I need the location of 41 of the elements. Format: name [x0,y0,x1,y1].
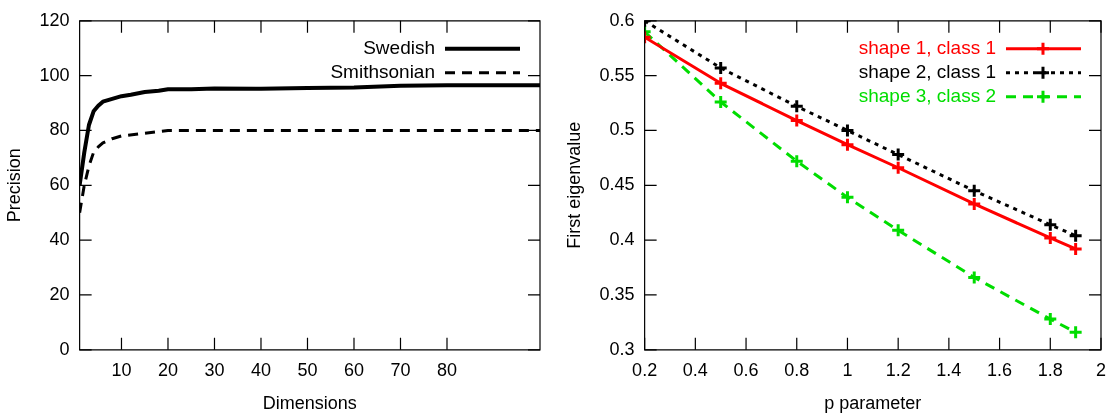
x-tick-label: 10 [111,359,132,380]
x-tick-label: 80 [436,359,458,380]
x-tick-label: 1 [842,359,853,380]
x-tick-label: 70 [390,359,411,380]
x-axis-title: Dimensions [262,393,357,414]
x-axis-title: p parameter [824,393,922,414]
y-tick-label: 60 [49,174,70,195]
x-tick-label: 0.6 [733,359,759,380]
x-tick-label: 30 [204,359,225,380]
x-tick-label: 0.4 [682,359,708,380]
y-axis-title: First eigenvalue [563,121,584,249]
x-tick-label: 60 [343,359,365,380]
y-tick-label: 0 [59,338,70,359]
legend-label: shape 2, class 1 [858,61,996,83]
legend-label: Swedish [363,37,435,59]
y-tick-label: 0.3 [609,338,635,359]
x-tick-label: 1.6 [987,359,1013,380]
y-tick-label: 0.45 [599,174,635,195]
x-tick-label: 1.8 [1037,359,1063,380]
legend-label: Smithsonian [330,61,435,83]
x-tick-label: 2 [1095,359,1106,380]
x-tick-label: 40 [250,359,271,380]
y-tick-label: 80 [49,119,70,140]
legend-label: shape 3, class 2 [858,85,996,107]
y-tick-label: 100 [39,64,70,85]
x-tick-label: 20 [157,359,178,380]
y-tick-label: 0.55 [599,64,635,85]
y-tick-label: 0.6 [609,9,635,30]
y-tick-label: 120 [39,9,70,30]
x-tick-label: 0.8 [784,359,810,380]
y-tick-label: 0.4 [609,229,635,250]
y-tick-label: 40 [49,229,70,250]
legend-label: shape 1, class 1 [858,37,996,59]
y-axis-title: Precision [3,148,24,223]
y-tick-label: 0.5 [609,119,635,140]
x-tick-label: 50 [297,359,318,380]
x-tick-label: 1.2 [885,359,911,380]
x-tick-label: 0.2 [632,359,658,380]
x-tick-label: 1.4 [936,359,962,380]
y-tick-label: 20 [49,283,70,304]
y-tick-label: 0.35 [599,283,635,304]
